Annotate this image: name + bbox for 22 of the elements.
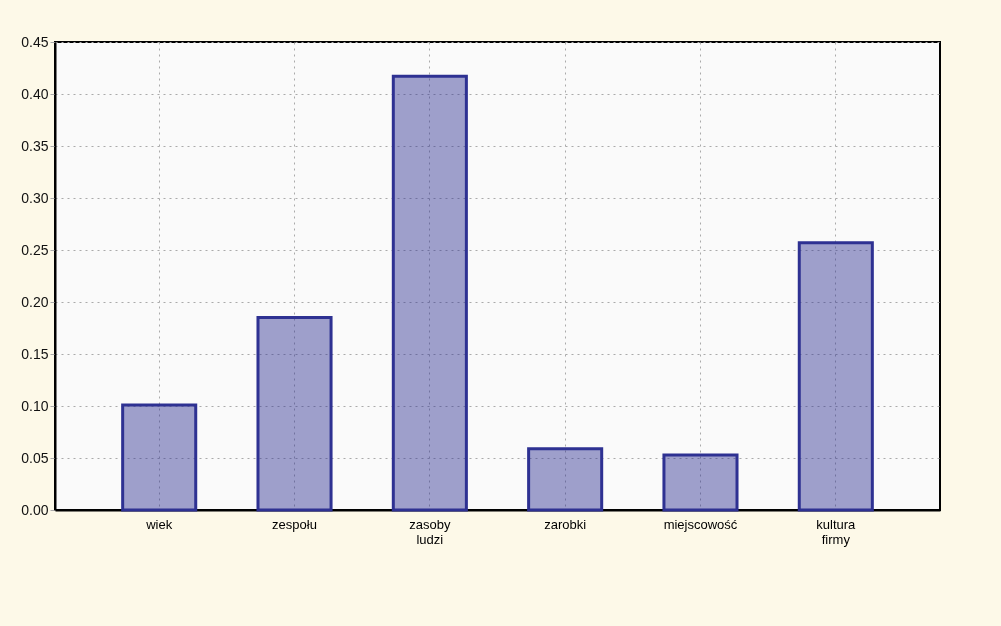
y-tick-label: 0.45 <box>21 33 49 50</box>
y-tick-label: 0.20 <box>21 293 49 310</box>
x-tick-label: wiek <box>145 516 173 532</box>
bar <box>527 447 604 512</box>
bar <box>662 453 739 512</box>
y-tick-label: 0.15 <box>21 345 49 362</box>
bar <box>797 241 874 512</box>
y-tick-label: 0.10 <box>21 397 49 414</box>
y-tick-label: 0.30 <box>21 189 49 206</box>
y-tick-label: 0.05 <box>21 449 49 466</box>
bar <box>391 74 468 512</box>
y-tick-label: 0.35 <box>21 137 49 154</box>
bar <box>121 403 198 512</box>
x-tick-label: zasoby ludzi <box>409 516 451 547</box>
bar <box>256 316 333 512</box>
x-tick-label: miejscowość <box>663 516 738 532</box>
y-tick-label: 0.40 <box>21 85 49 102</box>
y-tick-label: 0.00 <box>21 501 49 518</box>
y-tick-label: 0.25 <box>21 241 49 258</box>
x-tick-label: zespołu <box>272 516 317 532</box>
x-tick-label: kultura firmy <box>816 516 857 547</box>
x-tick-label: zarobki <box>544 516 587 532</box>
